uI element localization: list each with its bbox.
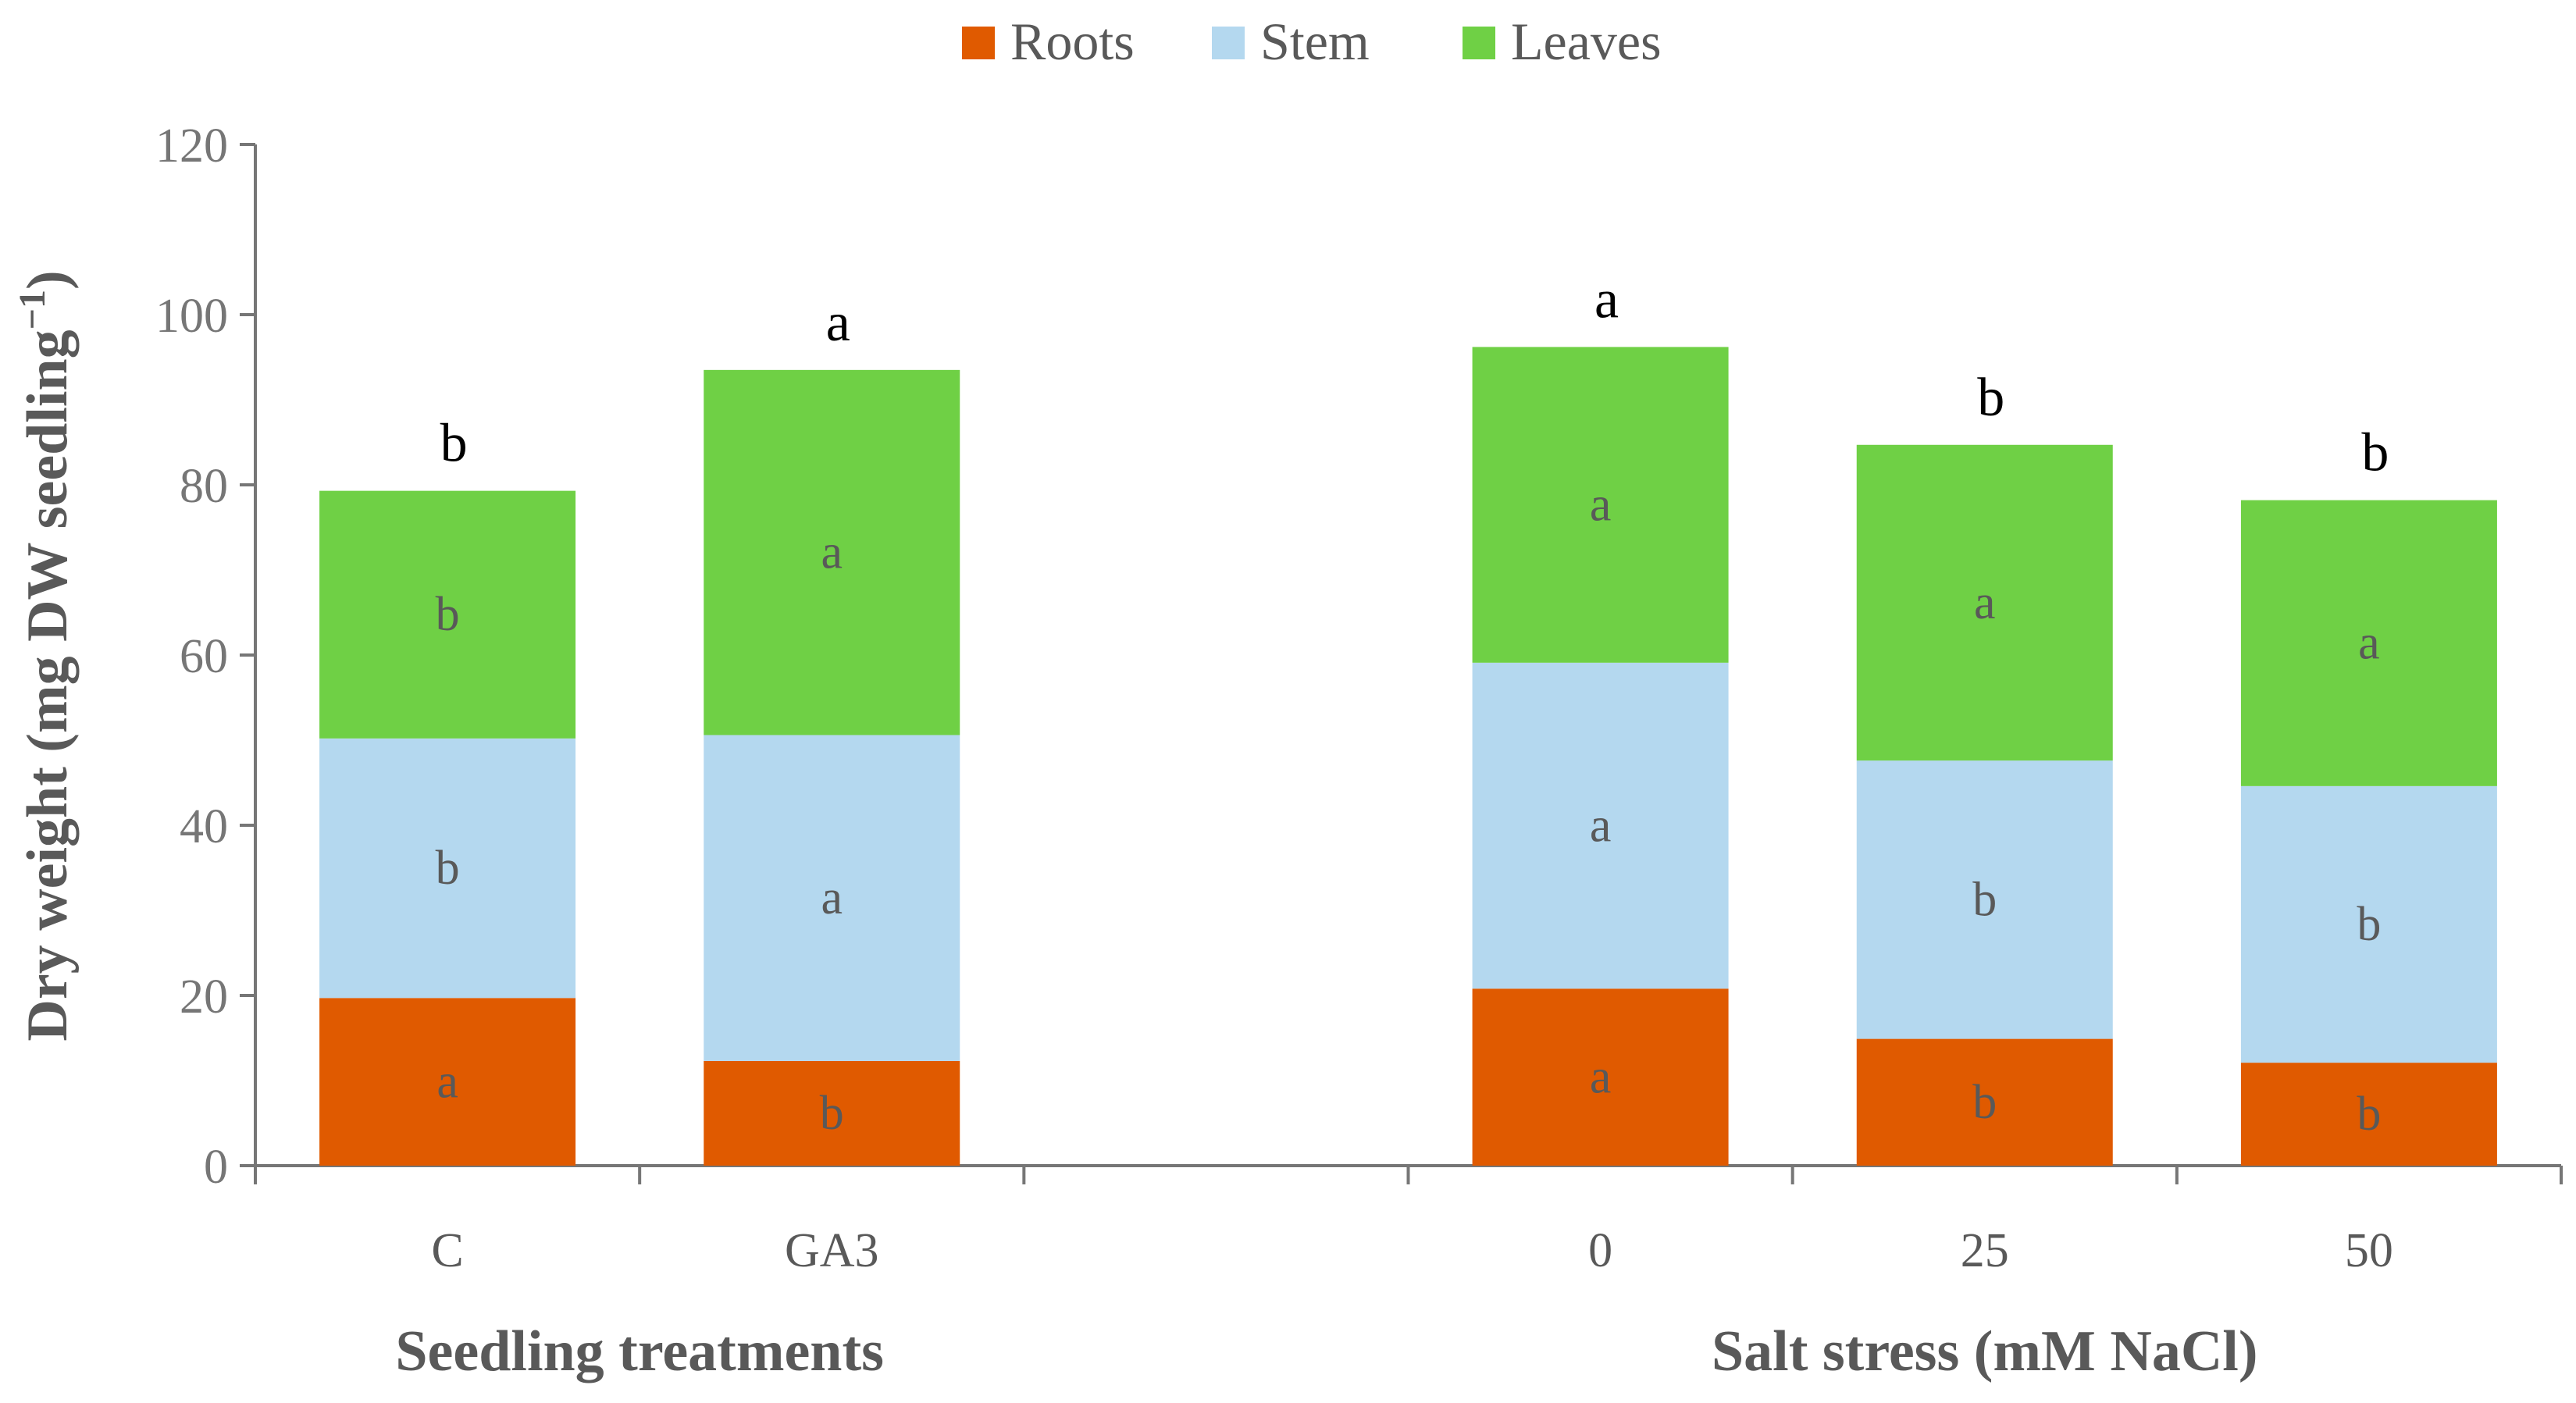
legend-swatch-stem [1212, 27, 1245, 59]
bar-segment-roots [2240, 1063, 2497, 1166]
y-tick-label: 20 [180, 970, 228, 1024]
legend-swatch-leaves [1463, 27, 1495, 59]
legend-label-stem: Stem [1260, 12, 1370, 71]
segment-significance-letter: b [2357, 1088, 2381, 1141]
bar-segment-roots [1472, 988, 1729, 1166]
segment-significance-letter: b [436, 588, 460, 641]
segment-significance-letter: a [821, 526, 843, 579]
y-axis-title: Dry weight (mg DW seedling−1) [12, 270, 80, 1041]
y-tick-label: 40 [180, 800, 228, 853]
x-category-label: 25 [1961, 1224, 2009, 1277]
total-significance-letter: b [2361, 423, 2389, 483]
bar-segment-leaves [2240, 500, 2497, 786]
segment-significance-letter: a [2358, 617, 2380, 670]
labels: Ca b b b GA3 b a a a 0 a a a a 25 b b a b 50 b b a b Seedling tr… [395, 269, 2393, 1383]
bar-segment-leaves [1472, 347, 1729, 663]
segment-significance-letter: b [1972, 873, 1997, 926]
x-category-label: C [431, 1224, 463, 1277]
bar-segment-roots [704, 1060, 960, 1166]
legend-label-roots: Roots [1010, 12, 1135, 71]
bar-segment-stem [2240, 785, 2497, 1063]
total-significance-letter: a [1594, 269, 1619, 329]
y-tick-label: 100 [155, 290, 228, 343]
x-category-label: 0 [1588, 1224, 1612, 1277]
segment-significance-letter: a [1590, 479, 1612, 532]
bar-segment-leaves [319, 490, 576, 739]
y-axis-title-superscript: −1 [12, 290, 53, 329]
segment-significance-letter: b [436, 842, 460, 895]
x-group-label: Seedling treatments [395, 1319, 884, 1383]
bar-segment-stem [1472, 662, 1729, 989]
y-axis-title-main: Dry weight (mg DW seedling [16, 329, 80, 1041]
y-tick-label: 120 [155, 119, 228, 173]
y-tick-label: 80 [180, 460, 228, 513]
segment-significance-letter: a [1974, 576, 1996, 629]
bar-segment-stem [319, 738, 576, 999]
segment-significance-letter: a [436, 1056, 458, 1109]
x-category-label: GA3 [785, 1224, 879, 1277]
bar-segment-stem [1856, 760, 2113, 1039]
segment-significance-letter: b [820, 1087, 844, 1140]
y-tick-label: 60 [180, 630, 228, 683]
segment-significance-letter: b [2357, 898, 2381, 951]
segment-significance-letter: a [1590, 1051, 1612, 1104]
x-group-label: Salt stress (mM NaCl) [1712, 1319, 2257, 1383]
segment-significance-letter: a [821, 871, 843, 924]
total-significance-letter: b [440, 414, 468, 474]
bar-segment-leaves [704, 369, 960, 735]
bar-segment-roots [319, 998, 576, 1166]
total-significance-letter: b [1977, 368, 2004, 428]
segment-significance-letter: b [1972, 1076, 1997, 1129]
y-tick-label: 0 [204, 1141, 228, 1194]
x-category-label: 50 [2345, 1224, 2393, 1277]
bar-segment-roots [1856, 1038, 2113, 1166]
segment-significance-letter: a [1590, 799, 1612, 853]
legend: Roots Stem Leaves [962, 12, 1662, 71]
axes: 0 20 40 60 80 100 120 Dry weight (mg DW seedlin… [12, 119, 2563, 1194]
total-significance-letter: a [826, 293, 850, 353]
legend-swatch-roots [962, 27, 995, 59]
y-axis-title-close: ) [16, 270, 80, 290]
bars [319, 347, 2497, 1166]
bar-segment-leaves [1856, 444, 2113, 761]
bar-segment-stem [704, 735, 960, 1061]
legend-label-leaves: Leaves [1511, 12, 1662, 71]
